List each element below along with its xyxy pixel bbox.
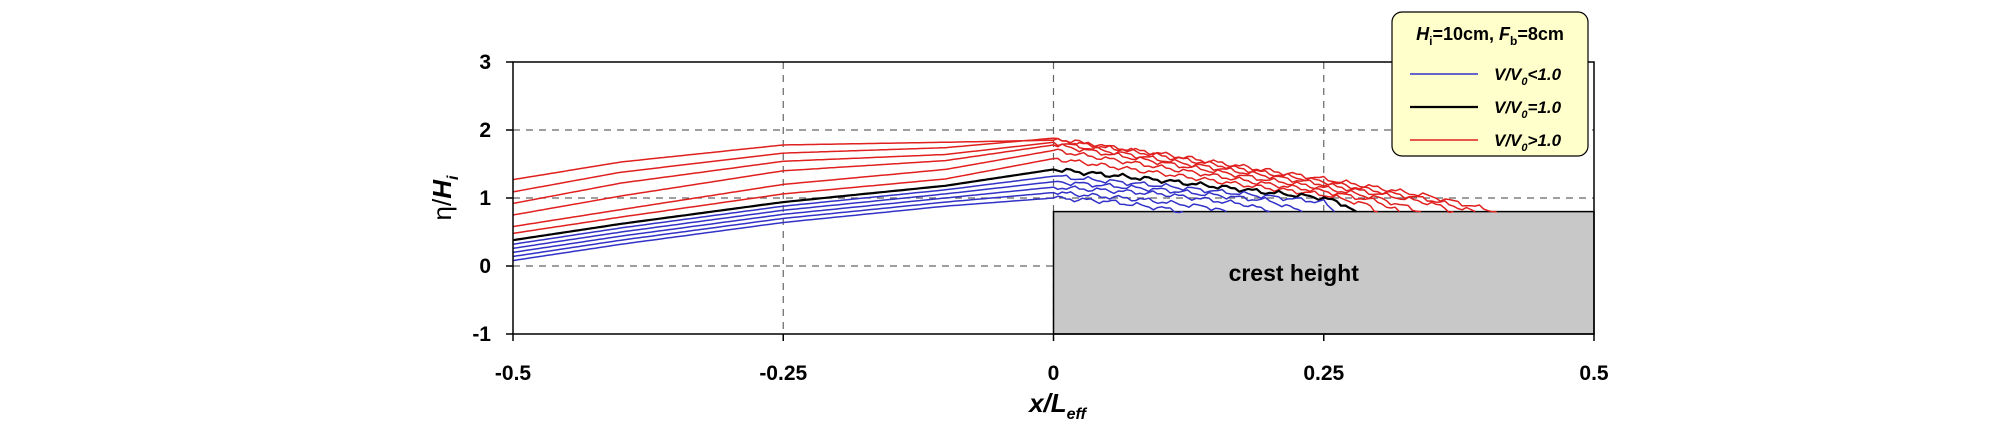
x-axis-label: x/Leff xyxy=(1027,388,1088,423)
crest-label: crest height xyxy=(1229,260,1360,286)
series-line xyxy=(512,137,1497,213)
series-line xyxy=(512,148,1400,228)
series-line xyxy=(512,157,1378,235)
legend-box xyxy=(1391,11,1589,157)
y-tick-label: 1 xyxy=(479,187,491,210)
series-line xyxy=(512,174,1336,245)
legend: Hi=10cm, Fb=8cm V/V0<1.0 V/V0=1.0 V/V0>1.0 xyxy=(1391,11,1589,157)
y-tick-label: 0 xyxy=(479,255,491,278)
y-axis-label: η/Hi xyxy=(427,175,462,220)
y-axis-ticks: -1 0 1 2 3 xyxy=(472,51,513,346)
series-line xyxy=(512,167,1357,242)
legend-entry-label: V/V0<1.0 xyxy=(1494,65,1562,88)
y-tick-label: 2 xyxy=(479,119,491,142)
legend-title-part: H xyxy=(1416,24,1430,44)
series-line xyxy=(512,195,1184,262)
x-axis-ticks: -0.5 -0.25 0 0.25 0.5 xyxy=(495,334,1609,385)
y-tick-label: 3 xyxy=(479,51,491,74)
x-tick-label: 0.25 xyxy=(1303,362,1344,385)
crest-block xyxy=(1052,210,1595,335)
legend-title-part: i xyxy=(1429,34,1432,48)
x-tick-label: 0 xyxy=(1048,362,1060,385)
series-line xyxy=(512,137,1476,213)
x-tick-label: 0.5 xyxy=(1579,362,1609,385)
legend-title-part: =10cm, xyxy=(1432,24,1499,44)
legend-title: Hi=10cm, Fb=8cm xyxy=(1416,24,1564,48)
legend-entries: V/V0<1.0 V/V0=1.0 V/V0>1.0 xyxy=(1410,65,1562,154)
series-line xyxy=(512,141,1454,214)
y-tick-label: -1 xyxy=(472,323,491,346)
series-line xyxy=(512,185,1270,254)
legend-entry-label: V/V0=1.0 xyxy=(1494,98,1562,121)
legend-title-part: F xyxy=(1499,24,1511,44)
series-line xyxy=(512,191,1227,258)
legend-title-part: =8cm xyxy=(1517,24,1564,44)
x-tick-label: -0.25 xyxy=(759,362,807,385)
series-lines xyxy=(512,137,1497,262)
legend-title-part: b xyxy=(1510,34,1517,48)
x-tick-label: -0.5 xyxy=(495,362,532,385)
series-line xyxy=(512,143,1422,216)
legend-entry-label: V/V0>1.0 xyxy=(1494,131,1562,154)
series-line xyxy=(512,180,1303,250)
